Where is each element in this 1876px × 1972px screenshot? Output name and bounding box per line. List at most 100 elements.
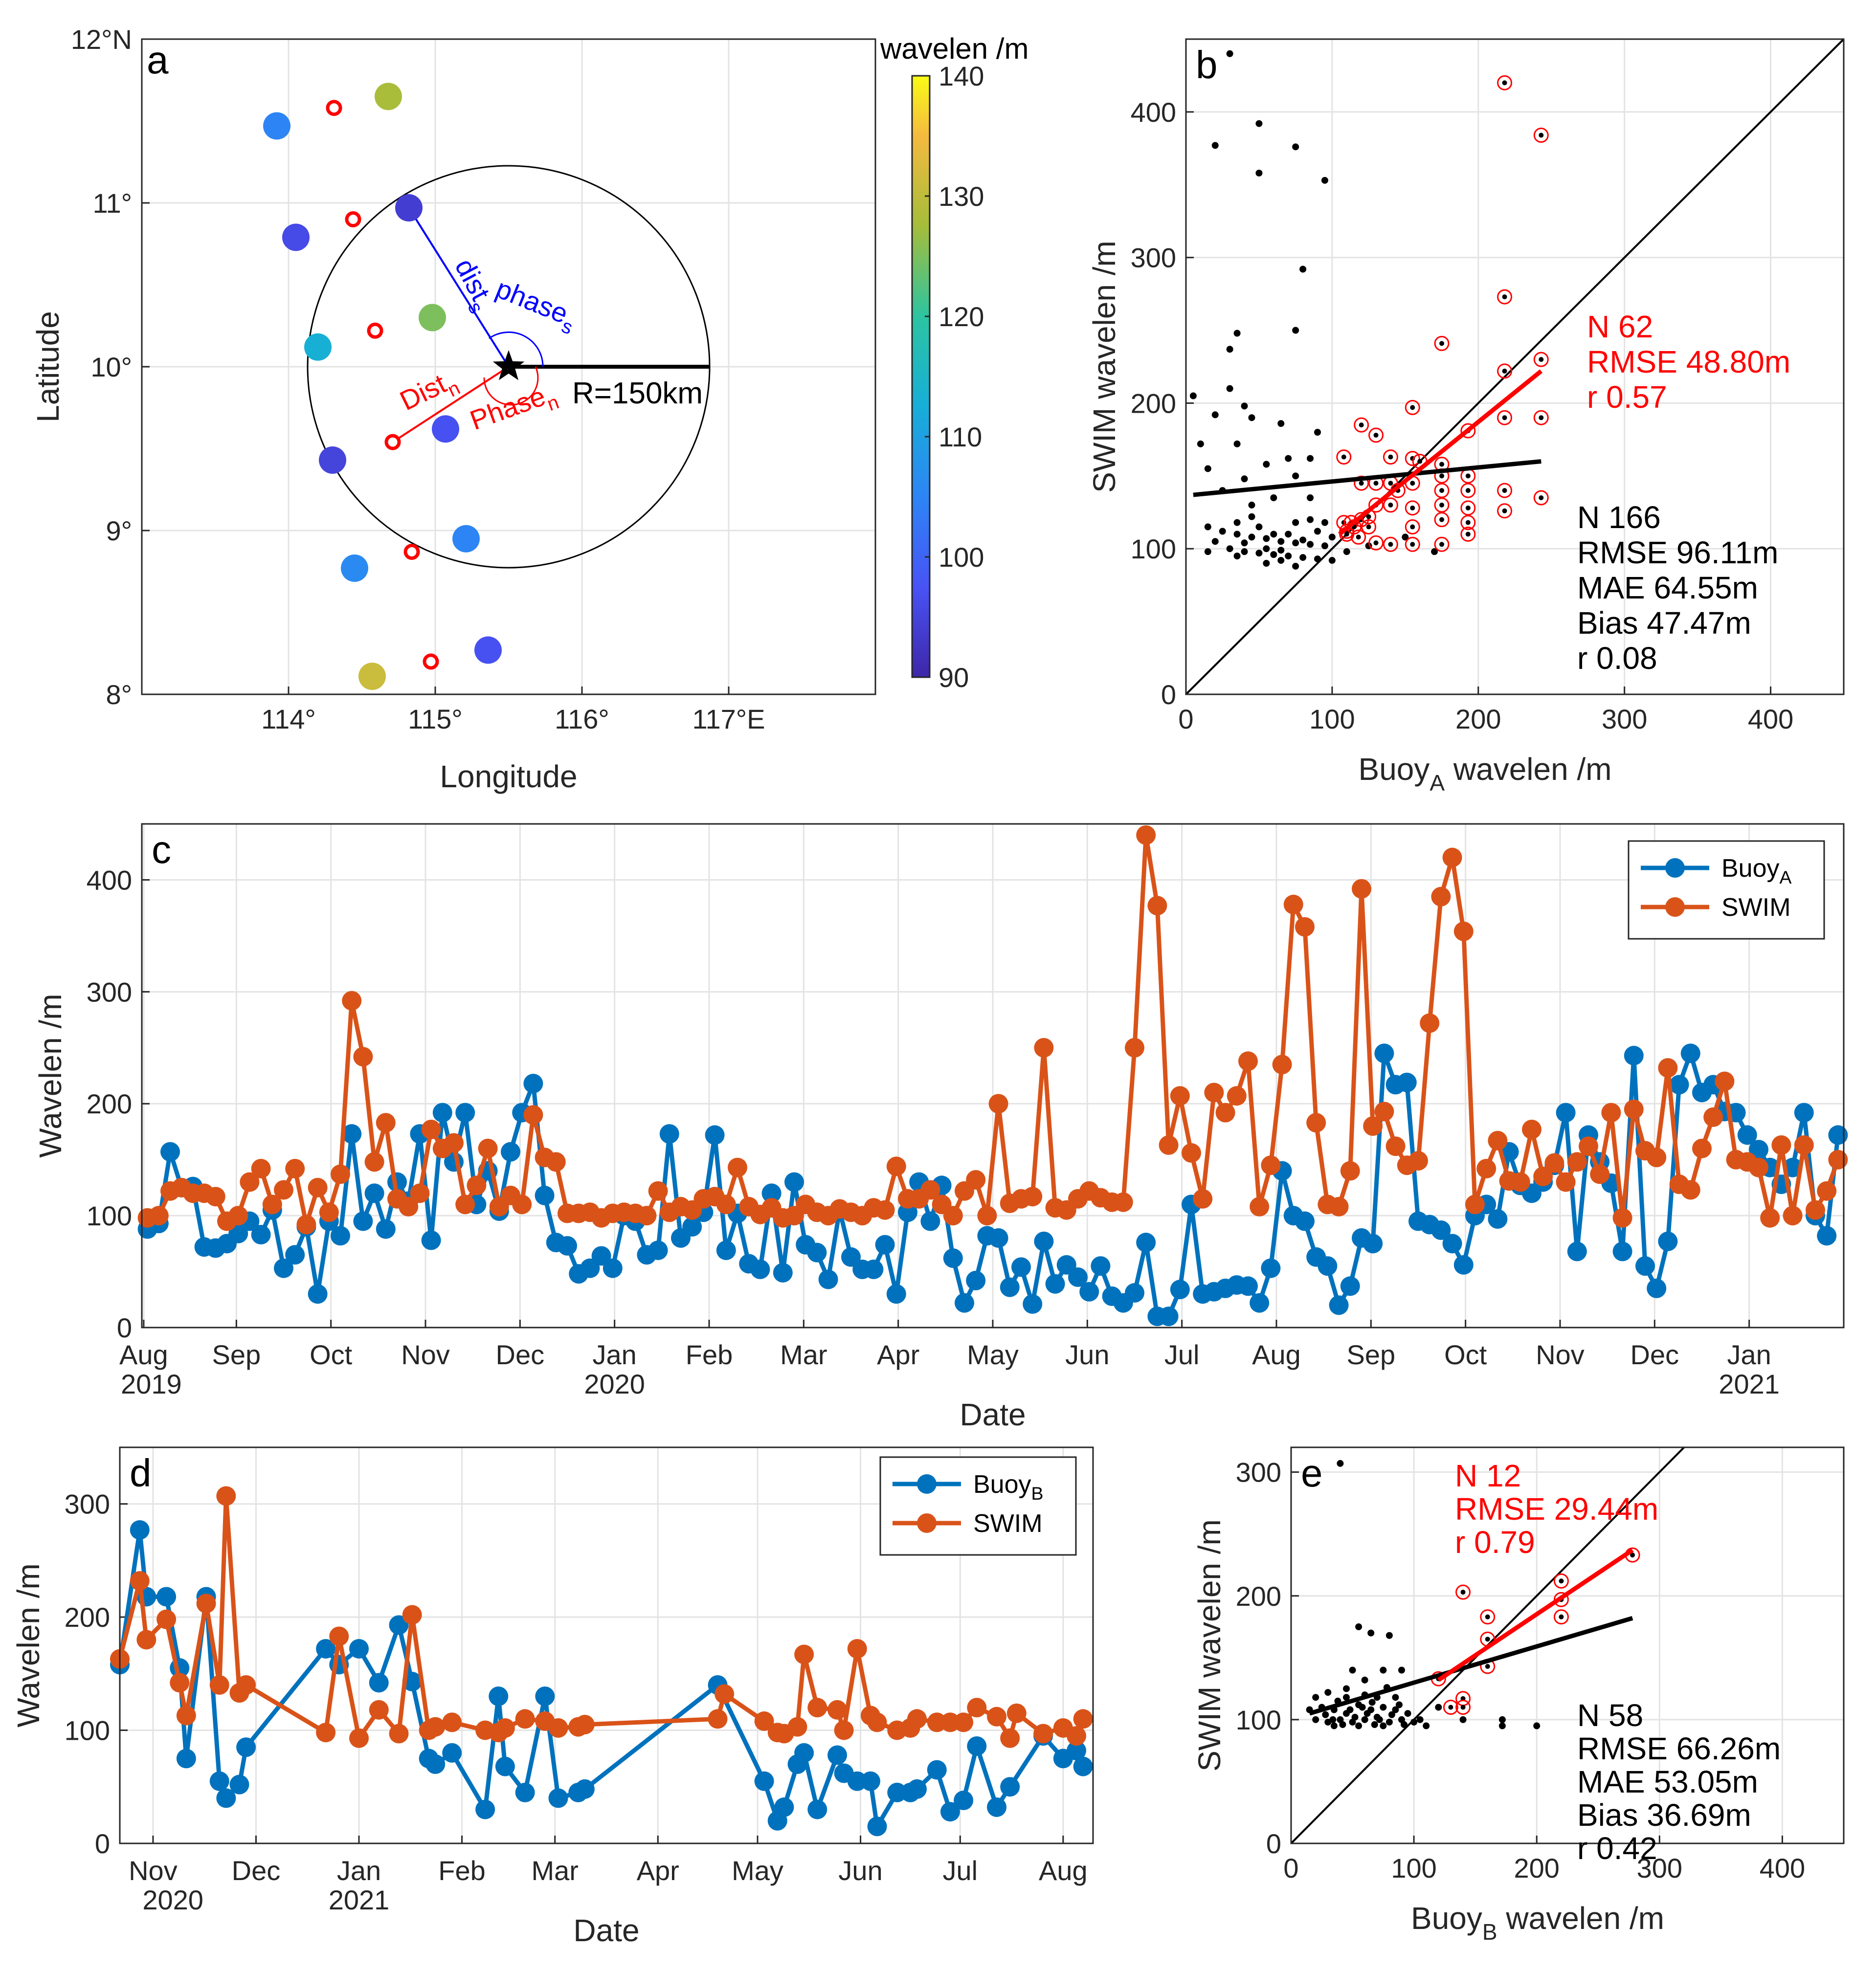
center-star-marker <box>492 350 525 380</box>
series-marker-1 <box>176 1706 196 1726</box>
scatter-point <box>1277 420 1285 427</box>
buoy-point <box>384 434 401 450</box>
series-marker-1 <box>907 1709 927 1729</box>
y-tick-label: 400 <box>1131 97 1176 128</box>
series-marker-1 <box>467 1175 487 1196</box>
y-tick-label: 100 <box>1131 533 1176 564</box>
series-marker-0 <box>898 1202 917 1222</box>
series-marker-1 <box>943 1206 963 1226</box>
swim-point <box>358 663 386 690</box>
series-marker-1 <box>523 1105 543 1125</box>
series-marker-1 <box>1749 1157 1768 1177</box>
series-marker-0 <box>807 1799 827 1819</box>
scatter-point <box>1263 461 1270 468</box>
series-marker-0 <box>1000 1777 1020 1797</box>
scatter-point <box>1285 553 1292 560</box>
one-to-one-line <box>1186 39 1844 694</box>
x-axis-label-main: Buoy <box>1359 752 1430 787</box>
matched-point-ring <box>1443 1700 1458 1715</box>
matched-point-ring <box>1460 483 1476 498</box>
x-tick-label: Jan <box>337 1855 381 1886</box>
scatter-point <box>1248 501 1255 509</box>
scatter-point <box>1197 440 1204 447</box>
panel-label: c <box>152 828 171 871</box>
scatter-point <box>1270 551 1277 558</box>
series-marker-0 <box>489 1686 509 1706</box>
scatter-point <box>1371 1721 1378 1728</box>
series-marker-1 <box>1306 1113 1326 1133</box>
series-marker-1 <box>847 1639 867 1659</box>
scatter-point <box>1204 465 1211 472</box>
series-marker-1 <box>1182 1143 1201 1163</box>
series-marker-0 <box>1295 1211 1315 1231</box>
matched-point-ring <box>1497 410 1513 425</box>
legend-label-sub: A <box>1780 867 1792 887</box>
series-marker-0 <box>1749 1140 1768 1160</box>
scatter-point <box>1270 494 1277 501</box>
matched-point-ring <box>1553 1609 1569 1625</box>
series-marker-1 <box>1113 1192 1133 1212</box>
series-marker-0 <box>515 1782 535 1802</box>
scatter-point <box>1321 519 1328 526</box>
matched-point <box>1460 1590 1466 1595</box>
legend-swatch-marker <box>917 1474 937 1494</box>
dist-s-line <box>408 207 510 368</box>
series-marker-0 <box>841 1247 861 1267</box>
y-axis-label: Latitude <box>30 311 66 422</box>
series-marker-1 <box>1715 1071 1735 1091</box>
matched-point <box>1448 1705 1453 1710</box>
x-tick-label: 300 <box>1637 1853 1682 1883</box>
x-axis-label: Date <box>573 1913 639 1948</box>
scatter-point <box>1277 557 1285 564</box>
scatter-point <box>1299 536 1307 544</box>
matched-point <box>1465 505 1471 510</box>
x-tick-label: May <box>732 1855 783 1886</box>
matched-point <box>1502 80 1507 86</box>
series-marker-0 <box>130 1520 150 1540</box>
y-tick-label: 8° <box>106 679 132 710</box>
scatter-point <box>1292 539 1299 547</box>
axes-frame <box>1185 38 1845 695</box>
axes-frame <box>141 38 876 695</box>
series-marker-1 <box>575 1715 595 1734</box>
matched-point-ring <box>1497 289 1513 305</box>
series-marker-0 <box>1794 1103 1814 1123</box>
scatter-point <box>1233 553 1241 560</box>
scatter-point <box>1329 1716 1337 1723</box>
scatter-point <box>1233 330 1241 337</box>
scatter-point <box>1248 414 1255 421</box>
matched-point <box>1373 540 1379 546</box>
series-marker-1 <box>1170 1086 1190 1106</box>
x-tick-label: Mar <box>532 1855 579 1886</box>
series-marker-1 <box>209 1675 229 1695</box>
series-marker-0 <box>432 1103 452 1123</box>
series-marker-1 <box>156 1609 177 1629</box>
series-marker-1 <box>1658 1058 1678 1078</box>
matched-point <box>1417 459 1423 464</box>
series-marker-1 <box>1238 1051 1258 1071</box>
series-marker-1 <box>262 1195 282 1215</box>
series-marker-0 <box>954 1791 974 1811</box>
series-marker-0 <box>794 1743 814 1763</box>
stat-red-line: r 0.57 <box>1587 379 1667 415</box>
x-tick-label: Jun <box>838 1855 882 1886</box>
scatter-point <box>1349 1666 1356 1674</box>
scatter-point <box>1402 533 1409 541</box>
axes-frame <box>141 823 1845 1329</box>
x-tick-label: 300 <box>1602 704 1647 734</box>
x-tick-label: 0 <box>1178 704 1193 734</box>
scatter-point <box>1328 557 1336 564</box>
stat-black-line: Bias 36.69m <box>1577 1797 1751 1833</box>
matched-point <box>1465 488 1471 493</box>
series-marker-1 <box>1147 896 1167 916</box>
scatter-point <box>1241 548 1248 555</box>
series-marker-0 <box>864 1259 884 1279</box>
series-marker-0 <box>1431 1220 1451 1240</box>
x-tick-label: 400 <box>1748 704 1793 734</box>
series-marker-1 <box>319 1202 339 1222</box>
matched-point <box>1388 542 1393 547</box>
panel-d-timeseries: Nov Dec Jan Feb Mar Apr May Jun Jul Aug 2020 2021 0 1… <box>11 1446 1094 1948</box>
series-marker-1 <box>196 1594 216 1614</box>
x-tick-label: Nov <box>1536 1339 1585 1370</box>
matched-point-ring <box>1336 449 1352 465</box>
